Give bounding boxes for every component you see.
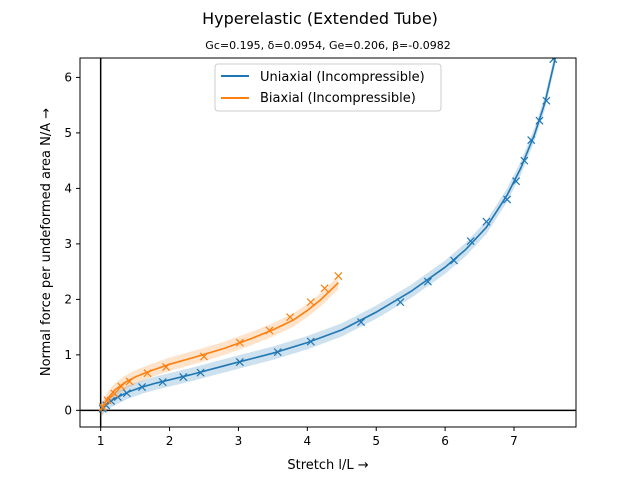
plot-frame	[79, 57, 577, 428]
plot-area	[80, 58, 576, 427]
chart-title: Hyperelastic (Extended Tube)	[202, 9, 438, 28]
y-axis-label: Normal force per undeformed area N/A →	[39, 108, 54, 376]
y-tick-label: 2	[64, 292, 72, 306]
legend-label-uniaxial: Uniaxial (Incompressible)	[260, 70, 425, 85]
data-point-biaxial	[334, 272, 343, 281]
y-tick-label: 3	[64, 237, 72, 251]
data-point-uniaxial	[306, 337, 315, 346]
data-point-biaxial	[286, 313, 295, 322]
data-point-biaxial	[143, 369, 152, 378]
x-tick-label: 5	[372, 434, 380, 448]
confidence-band-biaxial	[100, 276, 339, 418]
confidence-band-uniaxial	[100, 58, 556, 418]
data-point-uniaxial	[357, 318, 366, 327]
data-point-uniaxial	[273, 348, 282, 357]
x-tick-label: 3	[235, 434, 243, 448]
data-point-uniaxial	[527, 136, 536, 145]
data-point-biaxial	[117, 382, 126, 391]
data-point-uniaxial	[137, 383, 147, 392]
data-point-uniaxial	[179, 373, 188, 382]
chart-subtitle: Gc=0.195, δ=0.0954, Ge=0.206, β=-0.0982	[205, 39, 450, 52]
x-tick-label: 6	[441, 434, 449, 448]
data-point-biaxial	[98, 402, 107, 412]
data-point-uniaxial	[466, 237, 475, 246]
legend-box	[214, 63, 442, 112]
data-point-uniaxial	[512, 177, 521, 186]
data-point-uniaxial	[450, 256, 459, 265]
x-tick-label: 4	[304, 434, 312, 448]
data-point-biaxial	[125, 377, 134, 386]
data-point-uniaxial	[549, 58, 558, 64]
legend-label-biaxial: Biaxial (Incompressible)	[260, 91, 416, 106]
data-point-biaxial	[110, 389, 119, 398]
x-tick-label: 1	[97, 434, 105, 448]
data-point-biaxial	[265, 326, 274, 335]
y-tick-label: 0	[64, 403, 72, 417]
x-axis-label: Stretch l/L →	[287, 458, 368, 473]
data-point-uniaxial	[396, 298, 405, 307]
data-point-uniaxial	[235, 358, 244, 367]
data-point-biaxial	[199, 352, 209, 361]
data-point-uniaxial	[482, 217, 491, 226]
data-point-uniaxial	[423, 277, 432, 286]
x-axis-ticks: 1 2 3 4 5 6 7	[97, 427, 518, 448]
data-point-biaxial	[320, 284, 329, 293]
data-point-biaxial	[306, 298, 315, 307]
data-point-biaxial	[235, 338, 244, 347]
y-tick-label: 6	[64, 70, 72, 84]
x-tick-label: 7	[510, 434, 518, 448]
data-point-biaxial	[162, 363, 171, 372]
y-axis-ticks: 0 1 2 3 4 5 6	[64, 70, 80, 417]
fit-line-uniaxial	[100, 58, 557, 411]
data-point-uniaxial	[122, 389, 131, 398]
y-tick-label: 4	[64, 181, 72, 195]
data-point-uniaxial	[503, 195, 512, 204]
data-point-uniaxial	[520, 156, 529, 165]
data-point-biaxial	[103, 396, 112, 405]
y-tick-label: 1	[64, 348, 72, 362]
data-point-uniaxial	[542, 96, 551, 105]
data-point-uniaxial	[196, 368, 205, 377]
legend: Uniaxial (Incompressible) Biaxial (Incom…	[214, 63, 442, 112]
data-point-uniaxial	[158, 378, 167, 387]
x-tick-label: 2	[166, 434, 174, 448]
data-point-uniaxial	[535, 116, 544, 125]
y-tick-label: 5	[64, 126, 72, 140]
plot-content	[80, 58, 576, 427]
fit-line-biaxial	[99, 282, 339, 411]
